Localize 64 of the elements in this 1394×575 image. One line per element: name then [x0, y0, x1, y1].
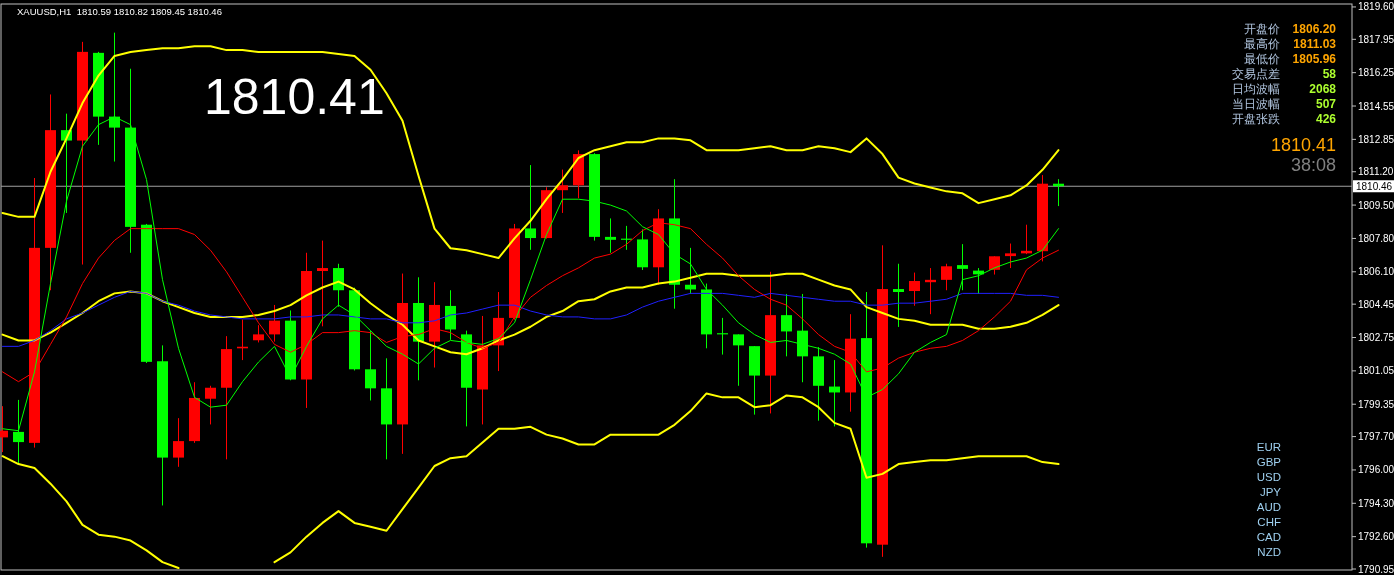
y-tick-label: 1809.50 — [1358, 199, 1394, 211]
chart-title: XAUUSD,H1 1810.59 1810.82 1809.45 1810.46 — [17, 6, 222, 17]
candlestick — [605, 217, 616, 254]
candlestick — [957, 243, 968, 291]
line-series — [2, 290, 1059, 347]
candlestick — [781, 293, 792, 357]
line-series — [1, 45, 1060, 260]
text: GBP — [1256, 456, 1282, 468]
candlestick — [205, 385, 216, 425]
candlestick — [989, 255, 1000, 276]
y-tick-label: 1814.55 — [1358, 100, 1394, 112]
text: CAD — [1256, 531, 1281, 543]
candlestick — [173, 417, 184, 468]
candlestick — [525, 164, 536, 251]
y-tick-label: 1802.75 — [1358, 332, 1394, 344]
y-tick-label: 1797.70 — [1358, 431, 1394, 443]
y-tick-label: 1804.45 — [1358, 298, 1394, 310]
candlestick — [557, 169, 568, 214]
y-tick-label: 1812.85 — [1358, 133, 1394, 145]
text: 最低价 — [1244, 52, 1280, 66]
candlestick — [1005, 243, 1016, 269]
text: 1810.41 — [1270, 135, 1336, 155]
candlestick — [909, 272, 920, 307]
y-tick-label: 1806.10 — [1358, 266, 1394, 278]
annotation: 1810.41 — [204, 69, 385, 125]
text: 1806.20 — [1292, 22, 1337, 36]
candlestick — [941, 263, 952, 291]
text: 2068 — [1309, 82, 1337, 96]
y-tick-label: 1816.25 — [1358, 67, 1394, 79]
text: NZD — [1257, 546, 1281, 558]
text: 日均波幅 — [1232, 82, 1280, 96]
y-tick-label: 1817.95 — [1358, 33, 1394, 45]
y-tick-label: 1790.95 — [1358, 563, 1394, 575]
y-tick-label: 1799.35 — [1358, 398, 1394, 410]
candlestick — [317, 240, 328, 327]
text: 最高价 — [1244, 37, 1280, 51]
text: 当日波幅 — [1232, 97, 1280, 111]
text: 开盘价 — [1244, 22, 1280, 36]
candlestick — [733, 333, 744, 387]
y-tick-label: 1792.60 — [1358, 531, 1394, 543]
text: 58 — [1322, 67, 1337, 81]
candlestick — [365, 330, 376, 401]
y-tick-label: 1811.20 — [1358, 166, 1394, 178]
text: AUD — [1256, 501, 1281, 513]
y-tick-label: 1801.05 — [1358, 365, 1394, 377]
candlestick — [269, 304, 280, 343]
ref-line-label: 1810.46 — [1356, 180, 1393, 192]
text: 38:08 — [1290, 155, 1336, 175]
text: EUR — [1256, 441, 1281, 453]
text: 507 — [1315, 97, 1337, 111]
text: CHF — [1257, 516, 1281, 528]
text: 开盘张跌 — [1232, 112, 1280, 126]
y-tick-label: 1807.80 — [1358, 232, 1394, 244]
text: 1811.03 — [1293, 37, 1337, 51]
text: JPY — [1259, 486, 1282, 498]
y-tick-label: 1796.00 — [1358, 464, 1394, 476]
candlestick — [893, 263, 904, 328]
y-tick-label: 1819.60 — [1358, 1, 1394, 13]
y-tick-label: 1794.30 — [1358, 497, 1394, 509]
text: 交易点差 — [1232, 67, 1280, 81]
text: USD — [1256, 471, 1281, 483]
text: 426 — [1315, 112, 1337, 126]
text: 1805.96 — [1292, 52, 1337, 66]
candlestick — [445, 289, 456, 341]
